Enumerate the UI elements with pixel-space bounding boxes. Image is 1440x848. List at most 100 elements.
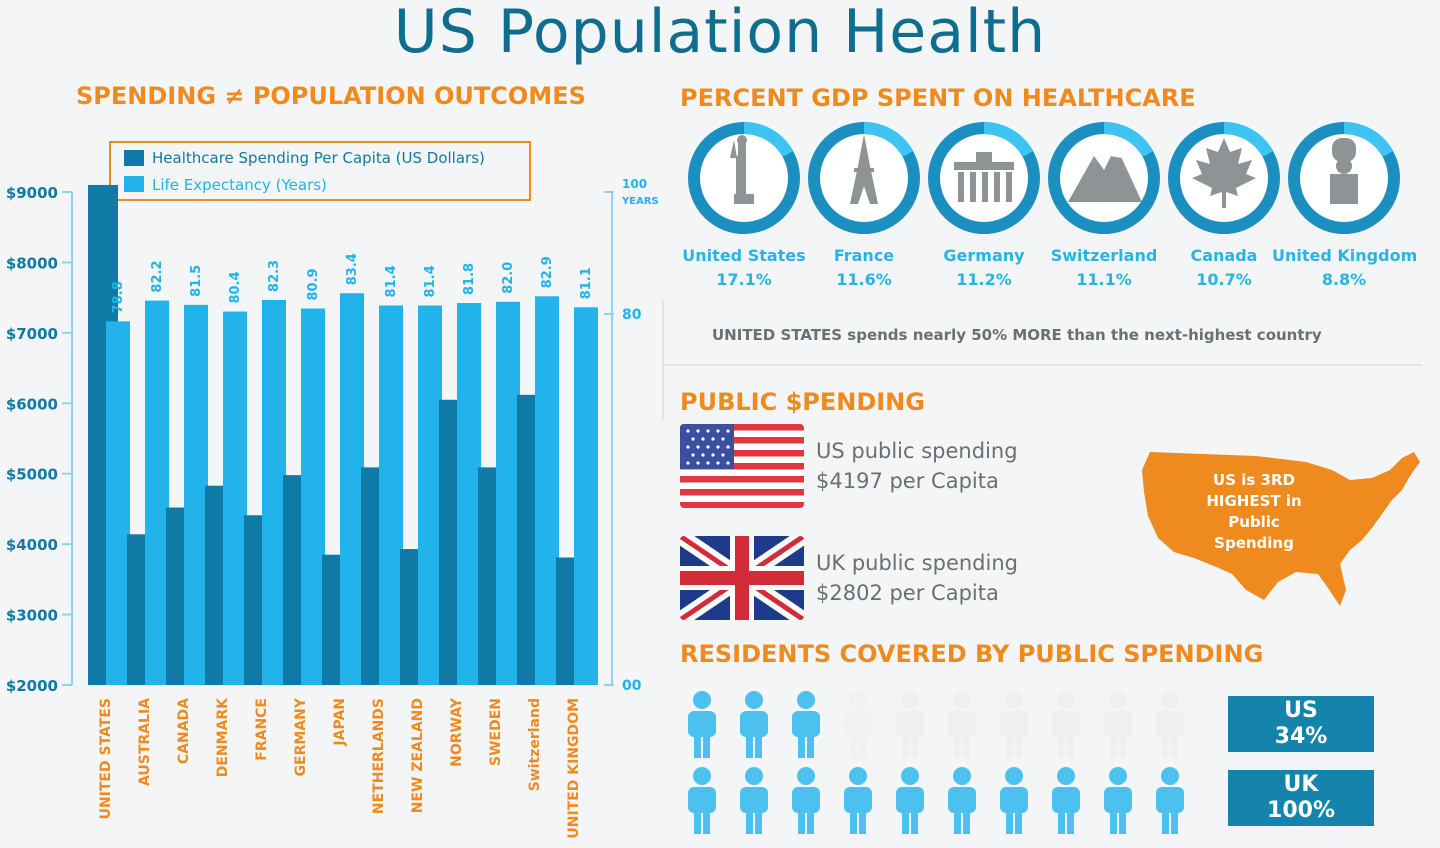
bar-life-expectancy xyxy=(106,321,130,685)
gdp-item: Canada 10.7% xyxy=(1164,120,1284,289)
person-icon xyxy=(688,691,716,758)
bar-life-expectancy xyxy=(574,307,598,685)
spending-vs-life-expectancy-chart: Healthcare Spending Per Capita (US Dolla… xyxy=(6,141,659,839)
life-expectancy-label: 81.1 xyxy=(579,267,594,299)
gdp-percent-label: 10.7% xyxy=(1196,270,1252,289)
uk-public-spending-text: UK public spending $2802 per Capita xyxy=(816,548,1018,608)
mountain-icon xyxy=(1048,121,1160,234)
left-axis-tick-label: $5000 xyxy=(6,466,58,484)
person-icon xyxy=(1052,691,1080,758)
legend-swatch-life xyxy=(124,176,144,192)
us-coverage-badge: US 34% xyxy=(1228,696,1374,752)
life-expectancy-label: 82.0 xyxy=(501,262,516,294)
bar-life-expectancy xyxy=(184,304,208,685)
us-map-label: US is 3RD HIGHEST in Public Spending xyxy=(1206,471,1302,552)
gdp-item: France 11.6% xyxy=(804,120,924,289)
person-icon xyxy=(688,767,716,834)
uk-coverage-percent: 100% xyxy=(1267,798,1335,823)
gdp-heading: PERCENT GDP SPENT ON HEALTHCARE xyxy=(680,84,1196,112)
gdp-country-label: United Kingdom xyxy=(1272,246,1418,265)
uk-coverage-country: UK xyxy=(1283,772,1319,797)
person-icon xyxy=(1156,691,1184,758)
gdp-percent-label: 11.6% xyxy=(836,270,892,289)
left-axis-tick-label: $2000 xyxy=(6,677,58,695)
category-label: NORWAY xyxy=(449,697,465,767)
person-icon xyxy=(1052,767,1080,834)
gdp-country-label: Canada xyxy=(1190,246,1258,265)
uk-public-spending-value: $2802 per Capita xyxy=(816,581,999,605)
gdp-country-label: United States xyxy=(682,246,806,265)
right-axis-unit: YEARS xyxy=(621,196,659,207)
bar-life-expectancy xyxy=(535,296,559,685)
category-label: NEW ZEALAND xyxy=(410,698,426,813)
gdp-item: Germany 11.2% xyxy=(924,120,1044,289)
us-public-spending-label: US public spending xyxy=(816,439,1018,463)
category-label: GERMANY xyxy=(293,697,309,776)
bar-life-expectancy xyxy=(457,303,481,685)
right-axis-max-label: 100 xyxy=(622,177,647,191)
life-expectancy-label: 81.4 xyxy=(423,265,438,297)
life-expectancy-label: 82.9 xyxy=(540,256,555,288)
life-expectancy-label: 78.8 xyxy=(111,281,126,313)
category-label: NETHERLANDS xyxy=(371,698,387,814)
person-icon xyxy=(1104,691,1132,758)
right-axis-tick-80: 80 xyxy=(622,307,642,323)
us-coverage-people xyxy=(688,691,1184,758)
life-expectancy-label: 81.8 xyxy=(462,263,477,295)
person-icon xyxy=(948,767,976,834)
bar-life-expectancy xyxy=(340,293,364,685)
person-icon xyxy=(896,767,924,834)
uk-coverage-badge: UK 100% xyxy=(1228,770,1374,826)
bar-life-expectancy xyxy=(379,305,403,685)
life-expectancy-label: 83.4 xyxy=(345,253,360,285)
person-icon xyxy=(844,691,872,758)
person-icon xyxy=(1156,767,1184,834)
gdp-item: United States 17.1% xyxy=(682,120,806,289)
category-label: Switzerland xyxy=(527,698,543,791)
left-axis-tick-label: $4000 xyxy=(6,536,58,554)
life-expectancy-label: 82.2 xyxy=(150,261,165,293)
us-public-spending-text: US public spending $4197 per Capita xyxy=(816,436,1018,496)
royal-guard-icon xyxy=(1288,121,1400,234)
brandenburg-gate-icon xyxy=(928,121,1040,234)
legend-label-life: Life Expectancy (Years) xyxy=(152,176,327,194)
category-label: AUSTRALIA xyxy=(137,698,153,786)
bar-life-expectancy xyxy=(496,301,520,685)
person-icon xyxy=(792,691,820,758)
person-icon xyxy=(1000,691,1028,758)
maple-leaf-icon xyxy=(1168,121,1280,234)
spending-heading: SPENDING ≠ POPULATION OUTCOMES xyxy=(76,82,586,110)
bar-life-expectancy xyxy=(262,299,286,685)
page-title: US Population Health xyxy=(393,0,1047,67)
life-expectancy-label: 81.4 xyxy=(384,265,399,297)
section-divider xyxy=(662,364,1422,366)
person-icon xyxy=(844,767,872,834)
category-label: DENMARK xyxy=(215,697,231,777)
category-label: FRANCE xyxy=(254,698,270,761)
gdp-country-label: Germany xyxy=(943,246,1025,265)
gdp-percent-label: 11.2% xyxy=(956,270,1012,289)
category-label: SWEDEN xyxy=(488,698,504,766)
category-label: CANADA xyxy=(176,698,192,764)
left-axis-tick-label: $6000 xyxy=(6,395,58,413)
left-axis-tick-label: $3000 xyxy=(6,607,58,625)
person-icon xyxy=(896,691,924,758)
gdp-item: Switzerland 11.1% xyxy=(1044,120,1164,289)
person-icon xyxy=(1000,767,1028,834)
gdp-note: UNITED STATES spends nearly 50% MORE tha… xyxy=(712,326,1322,344)
left-axis-tick-label: $9000 xyxy=(6,184,58,202)
uk-coverage-people xyxy=(688,767,1184,834)
life-expectancy-label: 80.9 xyxy=(306,268,321,300)
public-spending-heading: PUBLIC $PENDING xyxy=(680,388,925,416)
person-icon xyxy=(1104,767,1132,834)
bar-life-expectancy xyxy=(418,305,442,685)
bar-life-expectancy xyxy=(301,308,325,685)
us-coverage-percent: 34% xyxy=(1274,724,1328,749)
bar-life-expectancy xyxy=(223,311,247,685)
gdp-percent-label: 8.8% xyxy=(1321,270,1367,289)
column-divider xyxy=(662,300,664,420)
us-flag-icon xyxy=(680,424,804,508)
left-axis-tick-label: $8000 xyxy=(6,254,58,272)
legend-swatch-spending xyxy=(124,150,144,166)
person-icon xyxy=(792,767,820,834)
